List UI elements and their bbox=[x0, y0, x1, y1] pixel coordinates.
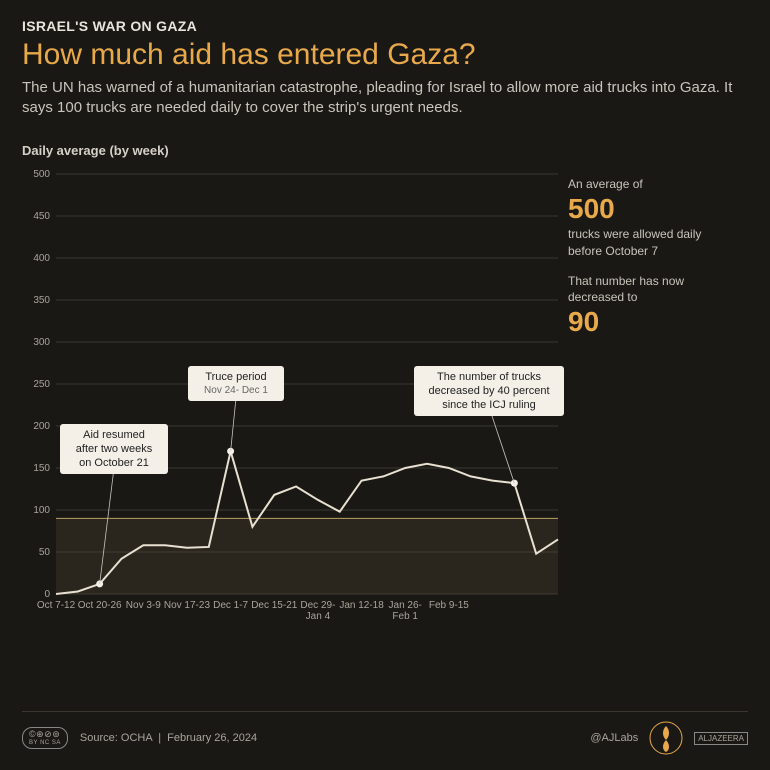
brand-box: ALJAZEERA bbox=[694, 732, 748, 745]
subhead: The UN has warned of a humanitarian cata… bbox=[22, 78, 742, 119]
svg-text:Nov 17-23: Nov 17-23 bbox=[164, 600, 211, 611]
aljazeera-logo-icon bbox=[648, 720, 684, 756]
svg-text:200: 200 bbox=[33, 421, 50, 432]
svg-text:Nov 3-9: Nov 3-9 bbox=[126, 600, 161, 611]
stat-pretext: That number has now decreased to bbox=[568, 273, 738, 305]
annotation-text: after two weeks bbox=[68, 442, 160, 456]
stat-pretext: An average of bbox=[568, 176, 738, 192]
svg-text:300: 300 bbox=[33, 337, 50, 348]
stat-big-number: 90 bbox=[568, 307, 738, 338]
footer-left: ©⊕⊘⊚ BY NC SA Source: OCHA | February 26… bbox=[22, 727, 257, 749]
annotation-text: since the ICJ ruling bbox=[422, 398, 556, 412]
social-handle: @AJLabs bbox=[590, 732, 638, 744]
svg-text:400: 400 bbox=[33, 253, 50, 264]
stat-posttext: trucks were allowed daily before October… bbox=[568, 226, 738, 258]
chart-title: Daily average (by week) bbox=[22, 143, 748, 158]
side-stats: An average of 500 trucks were allowed da… bbox=[568, 176, 738, 341]
svg-text:450: 450 bbox=[33, 211, 50, 222]
svg-text:250: 250 bbox=[33, 379, 50, 390]
svg-text:Dec 1-7: Dec 1-7 bbox=[213, 600, 248, 611]
source-line: Source: OCHA | February 26, 2024 bbox=[80, 732, 257, 744]
cc-icons: ©⊕⊘⊚ bbox=[29, 730, 61, 740]
chart-container: 0 50 100 150 200 250 300 350 400 450 500 Oct 7-12Oc… bbox=[22, 166, 748, 646]
svg-text:350: 350 bbox=[33, 295, 50, 306]
svg-text:Feb 9-15: Feb 9-15 bbox=[429, 600, 469, 611]
svg-text:150: 150 bbox=[33, 463, 50, 474]
svg-text:Oct 7-12: Oct 7-12 bbox=[37, 600, 76, 611]
source-label: Source: bbox=[80, 732, 118, 744]
headline: How much aid has entered Gaza? bbox=[22, 38, 748, 72]
svg-text:500: 500 bbox=[33, 169, 50, 180]
annotation-text: decreased by 40 percent bbox=[422, 384, 556, 398]
annotation-truce: Truce period Nov 24- Dec 1 bbox=[188, 366, 284, 401]
cc-license-badge: ©⊕⊘⊚ BY NC SA bbox=[22, 727, 68, 749]
annotation-aid-resumed: Aid resumed after two weeks on October 2… bbox=[60, 424, 168, 475]
annotation-icj: The number of trucks decreased by 40 per… bbox=[414, 366, 564, 417]
svg-text:Feb 1: Feb 1 bbox=[392, 611, 418, 622]
annotation-subtext: Nov 24- Dec 1 bbox=[196, 384, 276, 397]
svg-text:Jan 26-: Jan 26- bbox=[389, 600, 422, 611]
svg-text:Jan 4: Jan 4 bbox=[306, 611, 331, 622]
footer-right: @AJLabs ALJAZEERA bbox=[590, 720, 748, 756]
stat-big-number: 500 bbox=[568, 194, 738, 225]
annotation-text: Aid resumed bbox=[68, 428, 160, 442]
eyebrow: ISRAEL'S WAR ON GAZA bbox=[22, 18, 748, 34]
svg-text:Jan 12-18: Jan 12-18 bbox=[339, 600, 384, 611]
svg-text:100: 100 bbox=[33, 505, 50, 516]
svg-text:50: 50 bbox=[39, 547, 51, 558]
svg-text:0: 0 bbox=[44, 589, 50, 600]
svg-text:Dec 15-21: Dec 15-21 bbox=[251, 600, 298, 611]
source-value: OCHA bbox=[121, 732, 152, 744]
cc-terms: BY NC SA bbox=[29, 740, 61, 747]
annotation-text: on October 21 bbox=[68, 456, 160, 470]
footer: ©⊕⊘⊚ BY NC SA Source: OCHA | February 26… bbox=[22, 711, 748, 756]
svg-text:Oct 20-26: Oct 20-26 bbox=[78, 600, 122, 611]
svg-text:Dec 29-: Dec 29- bbox=[300, 600, 335, 611]
annotation-text: Truce period bbox=[196, 370, 276, 384]
footer-date: February 26, 2024 bbox=[167, 732, 257, 744]
annotation-text: The number of trucks bbox=[422, 370, 556, 384]
